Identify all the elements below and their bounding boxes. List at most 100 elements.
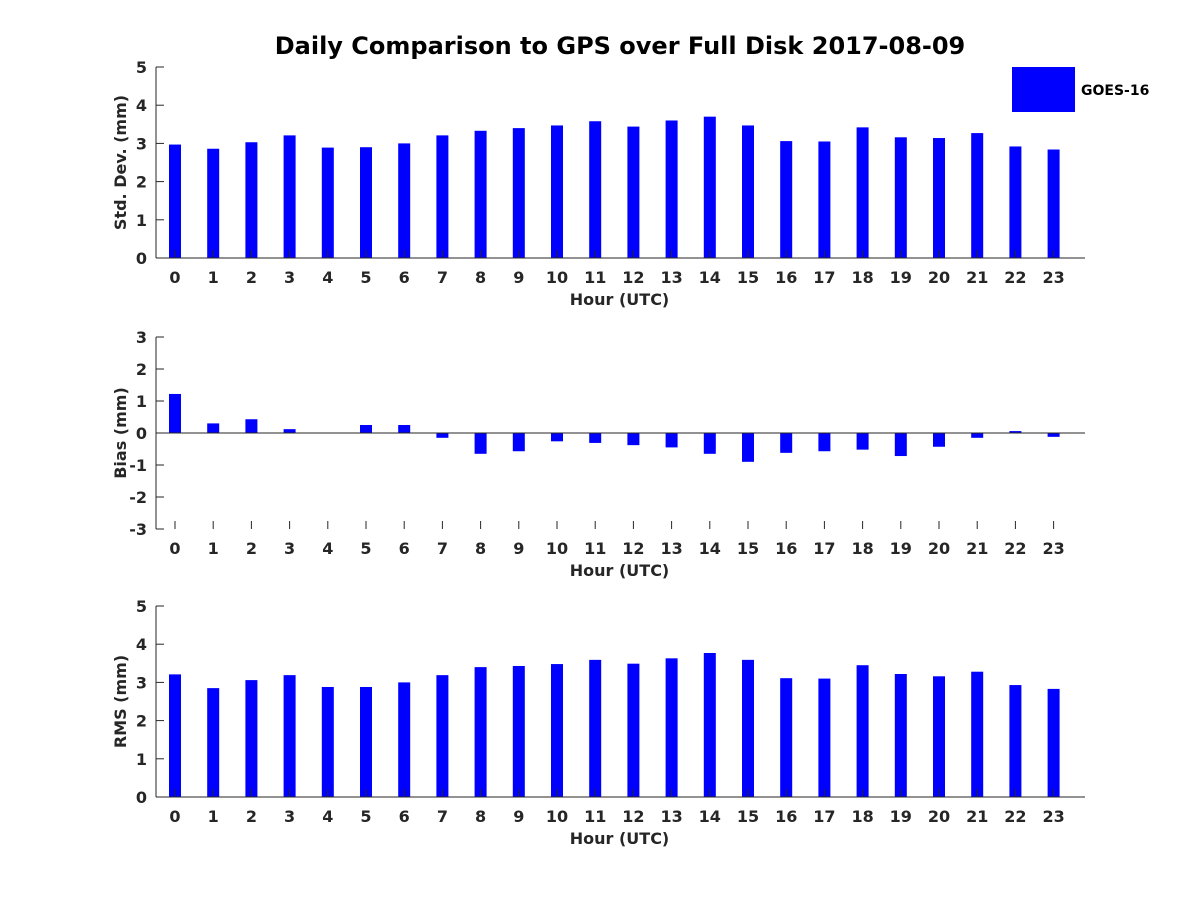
bias-xtick-label: 17 <box>813 539 835 558</box>
bias-xtick-label: 11 <box>584 539 606 558</box>
rms-bar-4 <box>321 686 334 797</box>
stddev-ytick-label: 4 <box>136 96 147 115</box>
stddev-bar-11 <box>589 121 602 259</box>
legend-swatch <box>1012 67 1075 112</box>
rms-xtick-label: 6 <box>399 807 410 826</box>
stddev-xtick-label: 12 <box>622 268 644 287</box>
stddev-xtick-label: 17 <box>813 268 835 287</box>
bias-bar-1 <box>207 423 220 433</box>
stddev-ytick-label: 1 <box>136 211 147 230</box>
stddev-bar-12 <box>627 126 640 258</box>
bias-xtick-label: 4 <box>322 539 333 558</box>
rms-xtick-label: 15 <box>737 807 759 826</box>
stddev-bar-22 <box>1009 146 1022 258</box>
rms-xtick-label: 2 <box>246 807 257 826</box>
rms-xtick-label: 4 <box>322 807 333 826</box>
bias-bar-8 <box>474 433 487 454</box>
rms-xtick-label: 11 <box>584 807 606 826</box>
rms-bar-19 <box>894 674 907 797</box>
bias-bar-15 <box>742 433 754 462</box>
stddev-bar-9 <box>512 128 525 258</box>
rms-bar-16 <box>780 678 793 797</box>
rms-xtick-label: 17 <box>813 807 835 826</box>
bias-xtick-label: 13 <box>660 539 682 558</box>
stddev-bar-7 <box>436 135 449 258</box>
rms-ytick-label: 5 <box>136 597 147 616</box>
stddev-ytick-label: 0 <box>136 249 147 268</box>
rms-xtick-label: 12 <box>622 807 644 826</box>
rms-bar-8 <box>474 667 487 797</box>
bias-ylabel: Bias (mm) <box>111 387 130 479</box>
rms-ytick-label: 2 <box>136 712 147 731</box>
stddev-bar-21 <box>971 133 984 258</box>
rms-bar-21 <box>971 671 984 797</box>
stddev-xtick-label: 13 <box>660 268 682 287</box>
stddev-xtick-label: 20 <box>928 268 950 287</box>
stddev-xtick-label: 5 <box>360 268 371 287</box>
bias-xtick-label: 21 <box>966 539 988 558</box>
bias-xtick-label: 7 <box>437 539 448 558</box>
bias-xtick-label: 9 <box>513 539 524 558</box>
rms-xtick-label: 8 <box>475 807 486 826</box>
stddev-bar-5 <box>360 147 372 258</box>
bias-bar-3 <box>283 429 296 433</box>
stddev-ylabel: Std. Dev. (mm) <box>111 95 130 230</box>
bias-xtick-label: 19 <box>890 539 912 558</box>
bias-xtick-label: 8 <box>475 539 486 558</box>
rms-bar-15 <box>742 659 754 797</box>
stddev-bar-18 <box>856 127 869 258</box>
legend-label: GOES-16 <box>1081 83 1149 99</box>
rms-xtick-label: 14 <box>699 807 721 826</box>
bias-xtick-label: 0 <box>169 539 180 558</box>
stddev-bar-16 <box>780 141 793 258</box>
rms-xtick-label: 19 <box>890 807 912 826</box>
bias-ytick-label: 1 <box>136 392 147 411</box>
stddev-xlabel: Hour (UTC) <box>570 290 670 309</box>
rms-xtick-label: 3 <box>284 807 295 826</box>
bias-xtick-label: 18 <box>851 539 873 558</box>
stddev-xtick-label: 6 <box>399 268 410 287</box>
bias-xtick-label: 22 <box>1004 539 1026 558</box>
bias-xtick-label: 16 <box>775 539 797 558</box>
bias-xtick-label: 14 <box>699 539 721 558</box>
bias-bar-9 <box>512 433 525 452</box>
bias-ytick-label: 0 <box>136 424 147 443</box>
rms-ytick-label: 3 <box>136 673 147 692</box>
rms-bar-12 <box>627 663 640 797</box>
stddev-xtick-label: 2 <box>246 268 257 287</box>
figure-title: Daily Comparison to GPS over Full Disk 2… <box>275 32 966 60</box>
stddev-xtick-label: 18 <box>851 268 873 287</box>
rms-xtick-label: 9 <box>513 807 524 826</box>
stddev-bar-6 <box>398 143 411 258</box>
bias-xlabel: Hour (UTC) <box>570 561 670 580</box>
rms-bar-7 <box>436 675 449 797</box>
bias-xtick-label: 1 <box>208 539 219 558</box>
rms-bar-18 <box>856 665 869 797</box>
stddev-ytick-label: 3 <box>136 134 147 153</box>
bias-xtick-label: 2 <box>246 539 257 558</box>
rms-bar-6 <box>398 682 411 797</box>
stddev-bar-4 <box>321 147 334 258</box>
bias-bar-13 <box>665 433 678 448</box>
bias-bar-20 <box>933 433 945 447</box>
bias-bar-21 <box>971 433 984 438</box>
rms-xtick-label: 1 <box>208 807 219 826</box>
stddev-bar-17 <box>818 141 831 258</box>
stddev-xtick-label: 23 <box>1042 268 1064 287</box>
stddev-xtick-label: 14 <box>699 268 721 287</box>
bias-xtick-label: 10 <box>546 539 568 558</box>
stddev-xtick-label: 1 <box>208 268 219 287</box>
bias-bar-14 <box>703 433 716 454</box>
rms-xlabel: Hour (UTC) <box>570 829 670 848</box>
rms-ytick-label: 1 <box>136 750 147 769</box>
stddev-bar-14 <box>703 116 716 258</box>
stddev-xtick-label: 15 <box>737 268 759 287</box>
stddev-bar-13 <box>665 120 678 258</box>
bias-bar-0 <box>169 393 181 433</box>
rms-bar-22 <box>1009 685 1022 797</box>
stddev-bar-20 <box>933 138 945 258</box>
bias-bar-6 <box>398 425 411 433</box>
